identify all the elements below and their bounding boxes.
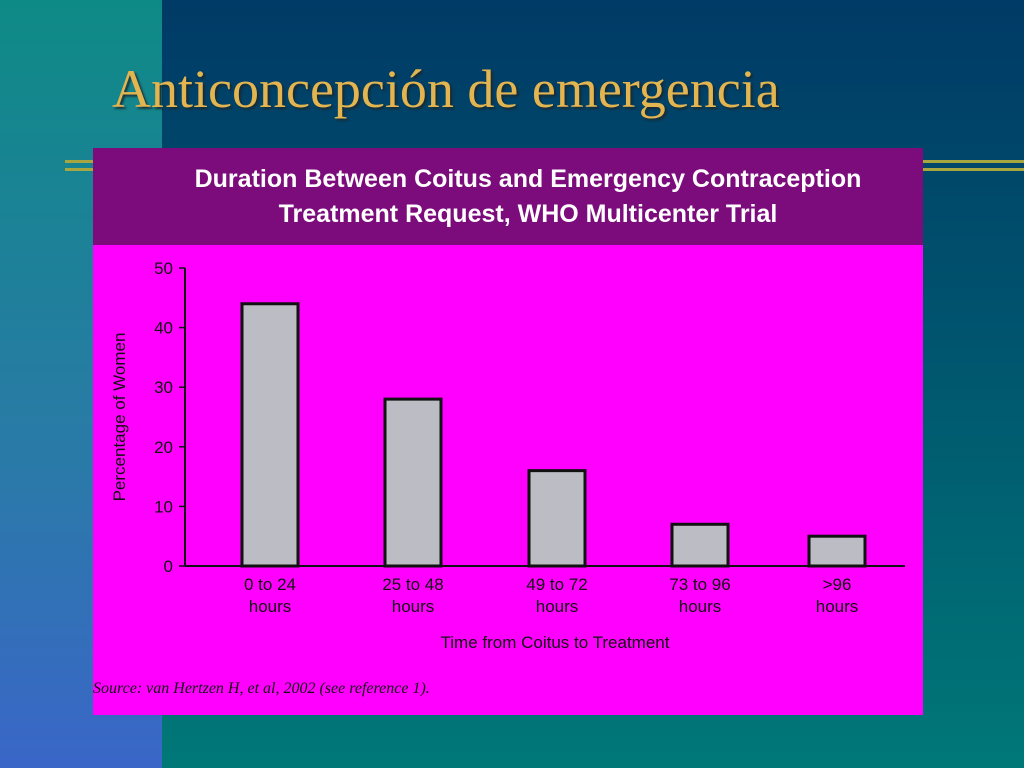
- x-tick-label: >96 hours: [816, 575, 859, 616]
- y-tick-label: 30: [154, 378, 173, 397]
- bar: [383, 397, 443, 568]
- x-tick-label: 0 to 24 hours: [244, 575, 296, 616]
- bar: [527, 469, 587, 568]
- source-note: Source: van Hertzen H, et al, 2002 (see …: [93, 680, 430, 697]
- y-tick-label: 50: [154, 259, 173, 278]
- x-axis-label: Time from Coitus to Treatment: [441, 633, 670, 652]
- chart-title: Duration Between Coitus and Emergency Co…: [194, 164, 862, 228]
- bar: [807, 534, 867, 568]
- slide-title: Anticoncepción de emergencia: [112, 59, 780, 119]
- bar: [670, 522, 730, 568]
- y-axis-label: Percentage of Women: [110, 333, 129, 502]
- decor-line: [923, 160, 1024, 163]
- y-tick-label: 10: [154, 497, 173, 516]
- decor-line: [65, 160, 93, 163]
- chart-panel: Duration Between Coitus and Emergency Co…: [93, 148, 923, 715]
- y-tick-label: 0: [164, 557, 173, 576]
- y-tick-label: 40: [154, 319, 173, 338]
- chart: Percentage of Women Time from Coitus to …: [93, 259, 905, 697]
- decor-line: [65, 168, 93, 171]
- x-tick-label: 73 to 96 hours: [669, 575, 730, 616]
- decor-line: [923, 168, 1024, 171]
- x-tick-label: 49 to 72 hours: [526, 575, 587, 616]
- bar: [240, 302, 300, 568]
- x-tick-label: 25 to 48 hours: [382, 575, 443, 616]
- chart-header: Duration Between Coitus and Emergency Co…: [93, 148, 923, 245]
- y-tick-label: 20: [154, 438, 173, 457]
